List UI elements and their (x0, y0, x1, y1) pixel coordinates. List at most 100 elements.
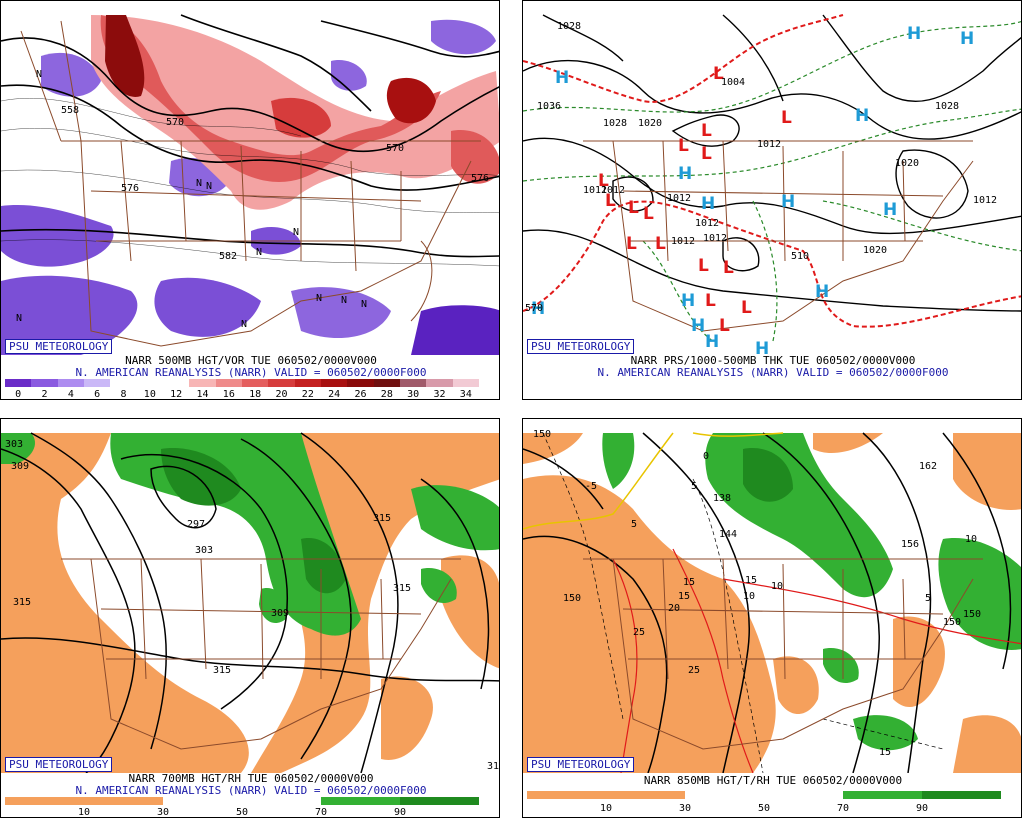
colorbar-swatch (136, 379, 163, 387)
height-contours (1, 432, 499, 773)
colorbar-tick-label: 6 (94, 389, 101, 400)
high-marker: H (681, 291, 695, 311)
colorbar-tick-label: 50 (235, 807, 249, 818)
contour-label: 20 (668, 603, 680, 614)
low-marker: L (698, 256, 709, 276)
colorbar-swatch (320, 379, 348, 387)
rh-moist-shading (602, 433, 1021, 751)
temp-warm-contours (612, 548, 1021, 773)
colorbar-swatch (31, 379, 58, 387)
colorbar-tick-label: 10 (599, 803, 613, 814)
high-marker: H (555, 68, 569, 88)
thickness-red (523, 14, 1021, 328)
vorticity-contours (1, 98, 499, 267)
panel-500mb-vorticity: 558 570 570 576 582 576 N N N N N N N N N N PSU METEORO… (0, 0, 500, 400)
low-marker: L (713, 64, 724, 84)
colorbar-tick-label: 18 (249, 389, 262, 400)
isobar-label: 1036 (537, 101, 561, 112)
isobar-label: 1012 (583, 185, 607, 196)
panel-850mb-temp-rh: 150 -5 5 0 5 138 144 150 15 10 20 15 25 25 15 10 150 162 5… (522, 418, 1022, 818)
pos-vorticity-shading (91, 15, 499, 210)
colorbar-tick-label: 22 (301, 389, 314, 400)
contour-labels: 303 309 297 303 315 315 309 315 315 31 (5, 439, 499, 772)
colorbar-swatch (400, 797, 479, 805)
colorbar-tick-label: 28 (380, 389, 393, 400)
colorbar-tick-label: 8 (120, 389, 127, 400)
colorbar-swatch (83, 379, 111, 387)
isobar-label: 1012 (757, 139, 781, 150)
isobar-label: 1020 (895, 158, 919, 169)
vorticity-n-marker: N (341, 295, 347, 306)
political-borders (583, 558, 983, 750)
contour-label: 15 (678, 591, 690, 602)
contour-label: 0 (703, 451, 709, 462)
low-marker: L (781, 108, 792, 128)
low-marker: L (678, 136, 689, 156)
colorbar-swatch (685, 791, 764, 799)
contour-label: 558 (61, 105, 79, 116)
low-marker: L (643, 204, 654, 224)
temp-freezing-contour (523, 432, 784, 530)
high-marker: H (705, 332, 719, 352)
contour-label: 15 (879, 747, 891, 758)
colorbar-tick-label: 90 (915, 803, 929, 814)
low-marker: L (628, 198, 639, 218)
colorbar-rh (5, 797, 479, 805)
caption-line-1: NARR 850MB HGT/T/RH TUE 060502/0000V000 (643, 774, 903, 787)
colorbar-swatch (399, 379, 427, 387)
colorbar-swatch (189, 379, 216, 387)
colorbar-tick-label: 10 (143, 389, 156, 400)
contour-label: 315 (13, 597, 31, 608)
contour-label: 315 (373, 513, 391, 524)
map-500mb: 558 570 570 576 582 576 N N N N N N N N N N (1, 1, 499, 355)
isobar-label: 1020 (638, 118, 662, 129)
caption-line-1: NARR 700MB HGT/RH TUE 060502/0000V000 (128, 772, 374, 785)
contour-label: 315 (213, 665, 231, 676)
caption-line-1: NARR 500MB HGT/VOR TUE 060502/0000V000 (125, 354, 377, 367)
high-marker: H (701, 194, 715, 214)
contour-label: 303 (5, 439, 23, 450)
contour-label: 10 (743, 591, 755, 602)
high-marker: H (907, 24, 921, 44)
temperature-contours (542, 432, 944, 773)
contour-label: 15 (683, 577, 695, 588)
isobar-label: 1004 (721, 77, 745, 88)
colorbar-tick-label: 14 (196, 389, 209, 400)
colorbar-tick-label: 30 (678, 803, 692, 814)
contour-label: 150 (963, 609, 981, 620)
colorbar-swatch (162, 379, 190, 387)
colorbar-swatch (294, 379, 321, 387)
colorbar-swatch (426, 379, 453, 387)
isobar-label: 1028 (935, 101, 959, 112)
colorbar-tick-label: 16 (222, 389, 235, 400)
isobar-label: 1028 (603, 118, 627, 129)
colorbar-tick-label: 30 (407, 389, 420, 400)
contour-label: 576 (121, 183, 139, 194)
contour-label: 303 (195, 545, 213, 556)
high-marker: H (855, 106, 869, 126)
vorticity-n-marker: N (256, 247, 262, 258)
contour-label: 150 (943, 617, 961, 628)
high-marker: H (781, 192, 795, 212)
contour-label: 150 (563, 593, 581, 604)
colorbar-vorticity (5, 379, 479, 387)
colorbar-swatch (110, 379, 137, 387)
contour-label: 315 (393, 583, 411, 594)
vorticity-n-marker: N (316, 293, 322, 304)
low-marker: L (723, 258, 734, 278)
political-borders (583, 140, 974, 332)
colorbar-swatch (84, 797, 163, 805)
contour-label: 25 (688, 665, 700, 676)
low-marker: L (626, 234, 637, 254)
low-marker: L (741, 298, 752, 318)
caption-line-2: N. AMERICAN REANALYSIS (NARR) VALID = 06… (597, 366, 949, 379)
contour-label: 297 (187, 519, 205, 530)
colorbar-tick-label: 4 (67, 389, 74, 400)
colorbar-swatch (268, 379, 295, 387)
colorbar-swatch (321, 797, 400, 805)
colorbar-tick-label: 2 (41, 389, 48, 400)
